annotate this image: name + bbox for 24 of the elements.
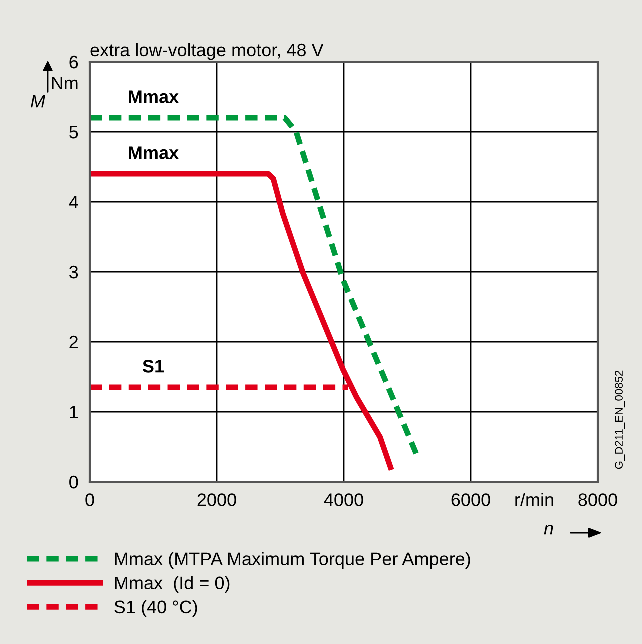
annotation: Mmax [129,90,179,104]
legend-label: Mmax (MTPA Maximum Torque Per Ampere) [115,552,470,570]
y-tick-label: 1 [70,406,78,419]
text: G_D211_EN_00852 [615,370,626,470]
chart-title: extra low-voltage motor, 48 V [90,43,324,60]
y-tick-label: Nm [52,77,78,90]
x-tick-label: 8000 [578,494,618,506]
y-tick-label: 0 [70,476,78,489]
y-tick-label: 6 [70,56,78,69]
x-tick-label: 4000 [324,494,364,506]
annotation: S1 [142,360,164,373]
y-tick-label: 2 [70,336,78,349]
y-tick-label: 4 [69,196,78,209]
x-tick-label: 0 [86,494,94,506]
x-tick-label: 2000 [198,494,236,506]
x-tick-label: r/min [516,493,554,506]
legend-label: S1 (40 °C) [114,600,198,618]
x-tick-label: 6000 [452,494,490,506]
annotation: Mmax [129,146,179,160]
y-tick-label: 3 [70,266,78,279]
y-axis-title: M [31,95,46,108]
x-axis-title: n [544,524,554,535]
y-tick-label: 5 [70,126,78,139]
legend-label: Mmax (Id = 0) [115,576,230,594]
